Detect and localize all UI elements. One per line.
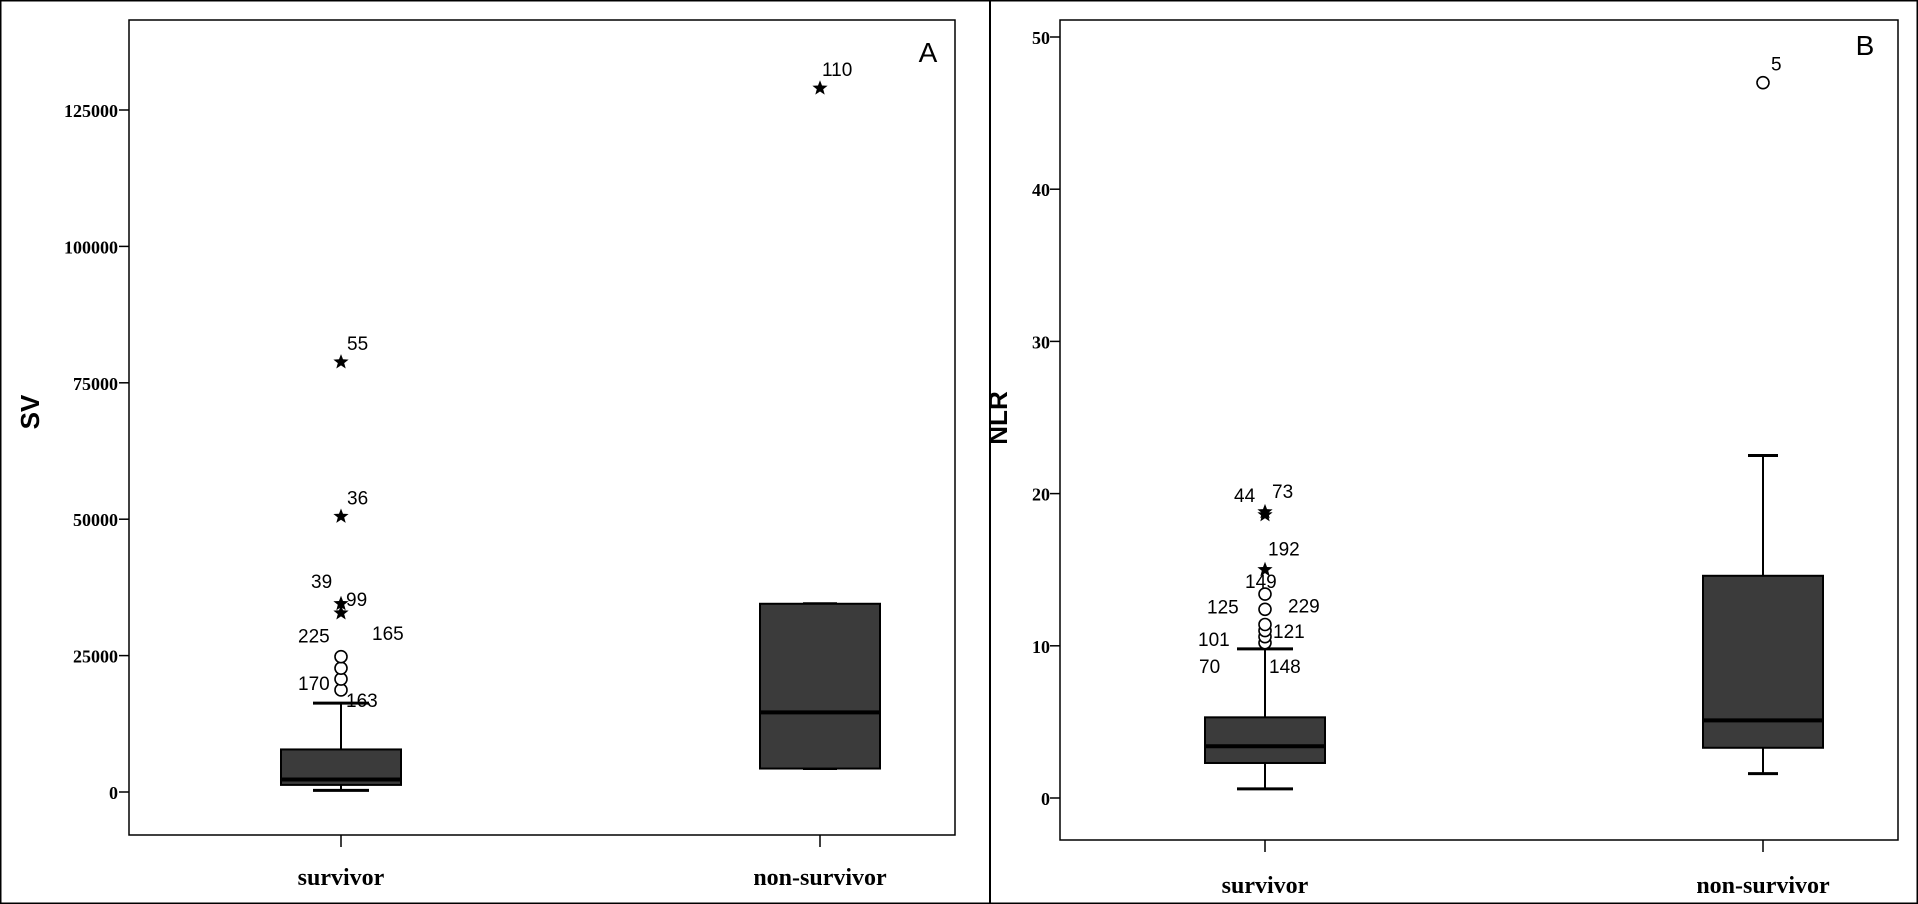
outlier-star — [333, 595, 349, 611]
panel-label-b: B — [1856, 30, 1875, 61]
y-tick-label: 75000 — [73, 374, 118, 394]
y-tick-label: 100000 — [64, 237, 118, 257]
y-ticks-a: 0 25000 50000 75000 100000 125000 — [64, 101, 129, 803]
y-tick-label: 125000 — [64, 101, 118, 121]
plot-area-a — [128, 19, 956, 836]
outlier-label: 39 — [311, 572, 332, 593]
outlier-circle — [334, 661, 348, 675]
box-survivor: 192 44 73 149 125 229 101 121 70 148 — [1198, 482, 1326, 791]
y-tick-label: 0 — [109, 783, 118, 803]
outlier-circle — [334, 649, 348, 664]
outlier-circle — [1756, 75, 1770, 90]
y-tick-label: 20 — [1032, 485, 1050, 505]
panel-a: A SV 0 25000 50000 75000 100000 125000 surviv… — [15, 19, 956, 891]
boxes-a: 170 165 225 99 39 36 55 163 110 — [280, 60, 881, 792]
plot-area-b — [1059, 19, 1899, 841]
case-label: 70 — [1199, 657, 1220, 678]
y-tick-label: 0 — [1041, 789, 1050, 809]
x-tick-label: survivor — [298, 865, 385, 891]
boxes-b: 192 44 73 149 125 229 101 121 70 148 5 — [1198, 55, 1824, 791]
y-ticks-b: 0 10 20 30 40 50 — [1032, 28, 1060, 809]
x-tick-label: non-survivor — [753, 865, 887, 891]
outlier-label: 5 — [1771, 55, 1782, 76]
y-tick-label: 25000 — [73, 647, 118, 667]
outlier-star — [333, 605, 349, 620]
outlier-circle — [1258, 602, 1272, 617]
case-label: 44 — [1234, 486, 1256, 507]
y-tick-label: 30 — [1032, 332, 1050, 352]
outlier-label: 36 — [347, 488, 368, 509]
panel-b: B NLR 0 10 20 30 40 50 survivor non-survivor 1… — [983, 19, 1899, 899]
y-tick-label: 10 — [1032, 637, 1050, 657]
box-non-survivor: 5 — [1702, 55, 1824, 776]
outlier-label: 170 — [298, 674, 330, 695]
outlier-label: 110 — [822, 60, 852, 81]
x-tick-label: survivor — [1222, 873, 1309, 899]
box-survivor: 170 165 225 99 39 36 55 163 — [280, 334, 404, 792]
case-label: 121 — [1273, 622, 1305, 643]
y-axis-label-a: SV — [15, 394, 45, 429]
case-label: 73 — [1272, 482, 1293, 503]
y-axis-label-b: NLR — [983, 391, 1013, 445]
outlier-label: 225 — [298, 627, 330, 648]
outlier-star — [333, 508, 349, 523]
panel-label-a: A — [919, 37, 938, 68]
outlier-circle — [1258, 587, 1272, 601]
case-label: 229 — [1288, 596, 1320, 617]
outlier-label: 55 — [347, 334, 368, 355]
case-label: 125 — [1207, 597, 1239, 618]
outlier-label: 165 — [372, 624, 404, 645]
y-tick-label: 50000 — [73, 510, 118, 530]
case-label: 148 — [1269, 657, 1301, 678]
x-ticks-b: survivor non-survivor — [1222, 840, 1830, 899]
x-tick-label: non-survivor — [1696, 873, 1830, 899]
y-tick-label: 50 — [1032, 28, 1050, 48]
case-label: 163 — [346, 691, 378, 712]
outlier-label: 192 — [1268, 540, 1300, 561]
outlier-star — [333, 354, 349, 369]
y-tick-label: 40 — [1032, 180, 1050, 200]
outlier-star — [1257, 503, 1273, 519]
box-body — [759, 602, 881, 770]
case-label: 101 — [1198, 630, 1230, 651]
outlier-star — [812, 80, 828, 95]
case-label: 149 — [1245, 572, 1277, 593]
outlier-circle — [1258, 617, 1272, 632]
outlier-star — [1257, 561, 1273, 577]
x-ticks-a: survivor non-survivor — [298, 835, 887, 891]
box-non-survivor: 110 — [759, 60, 881, 771]
box-body — [1204, 716, 1326, 764]
outlier-label: 99 — [346, 590, 367, 611]
